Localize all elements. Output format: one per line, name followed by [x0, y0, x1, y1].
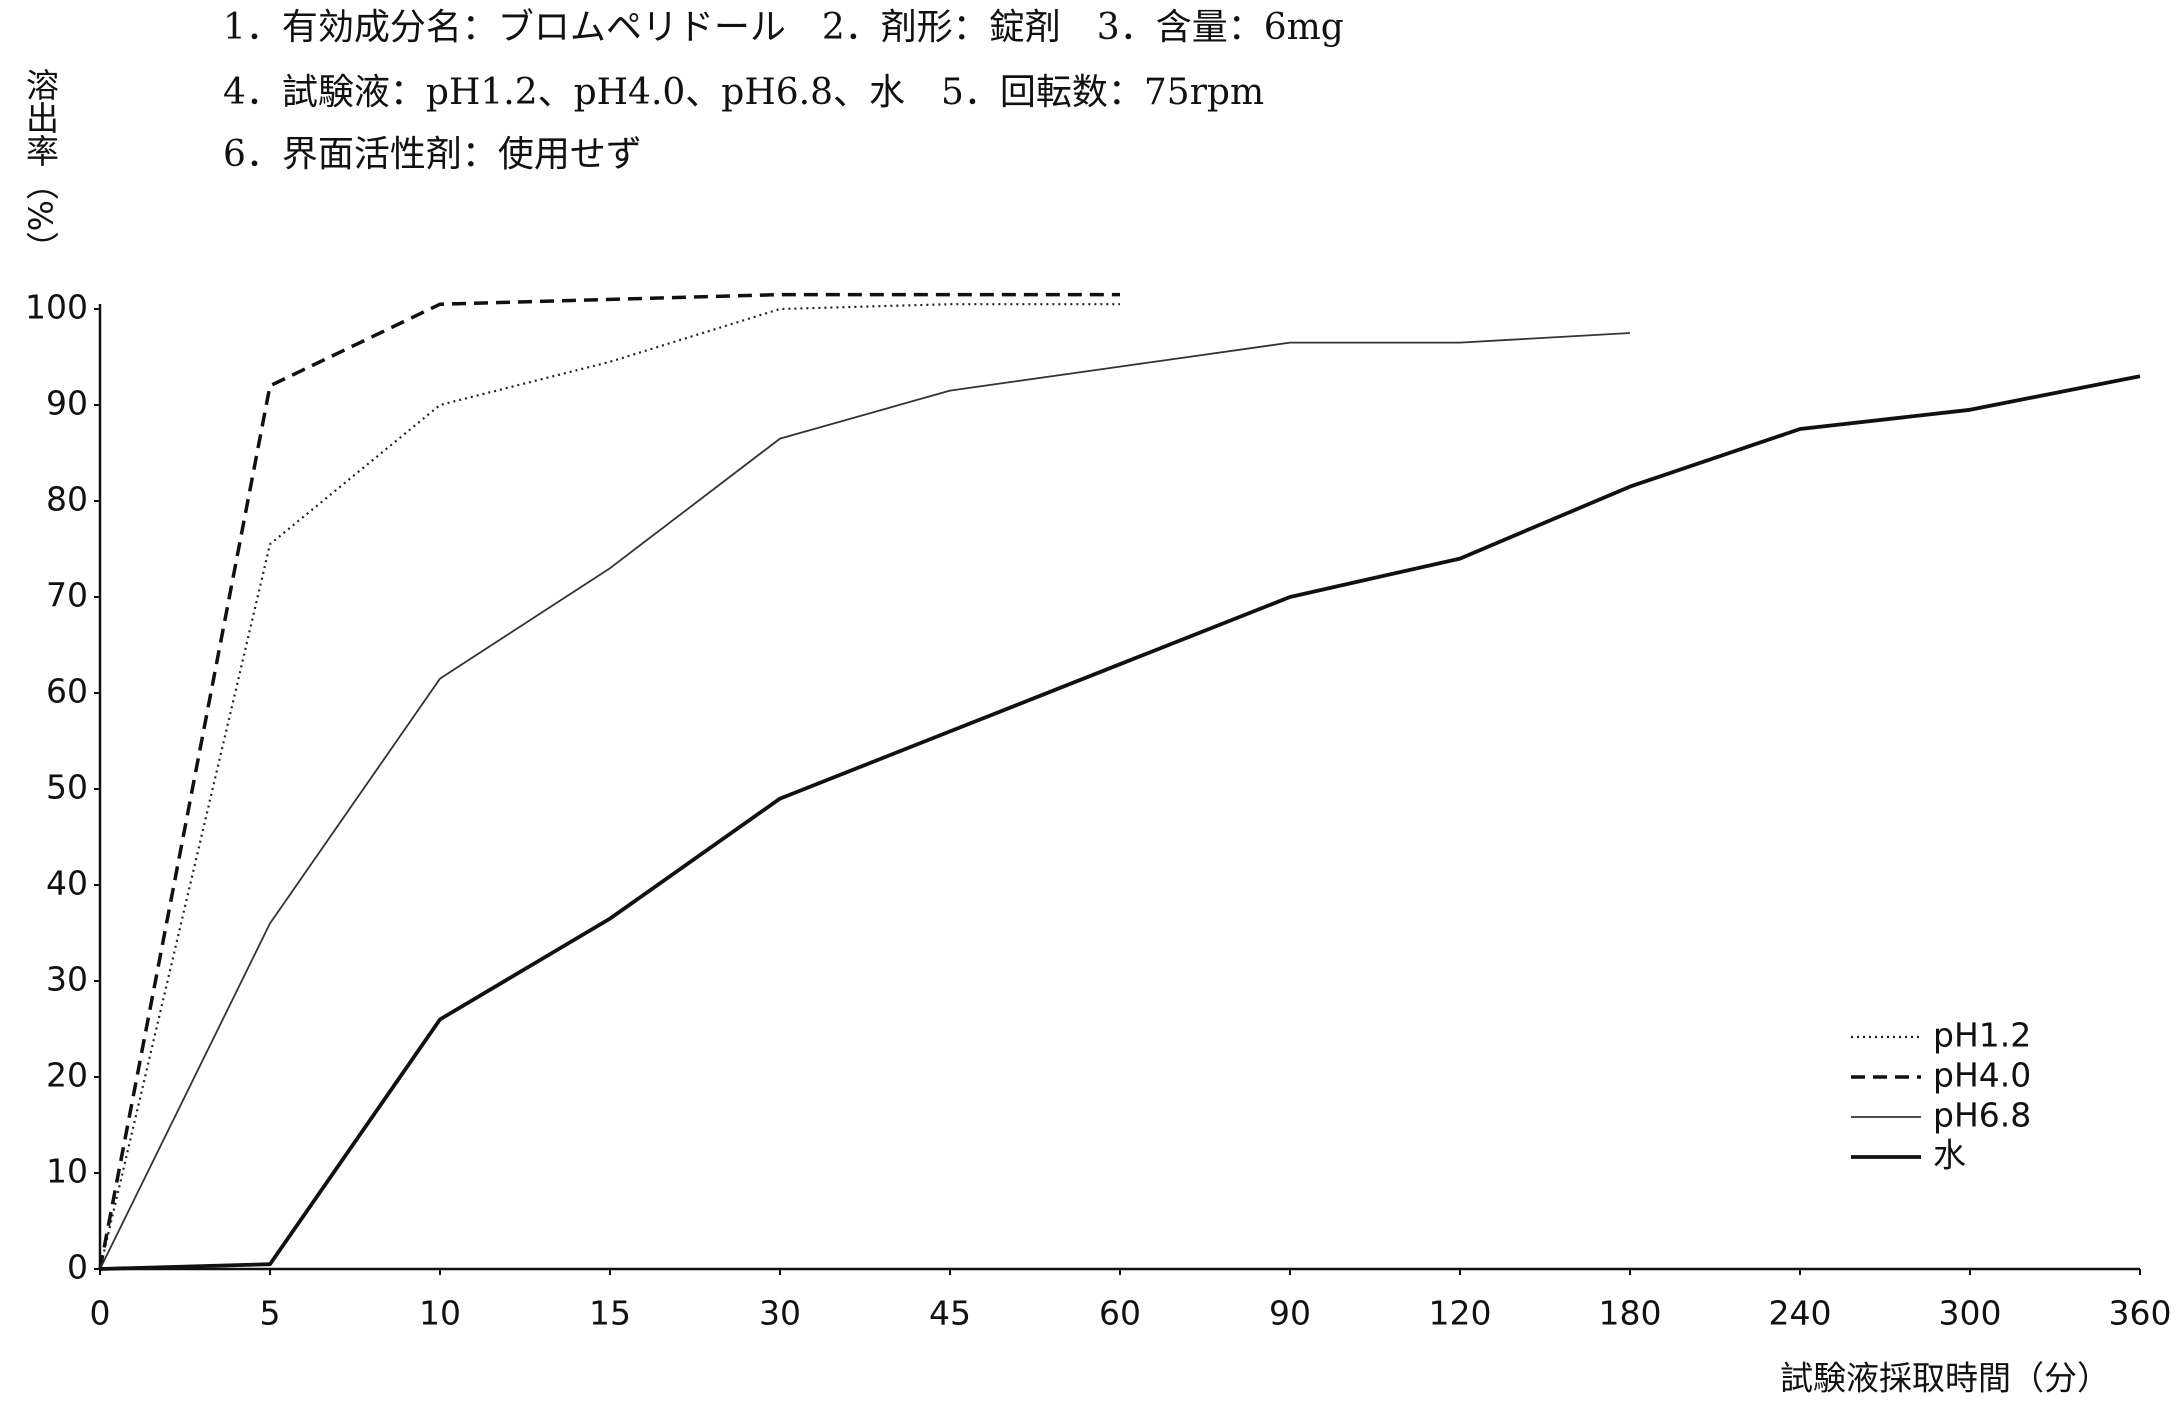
legend-label: pH1.2: [1933, 1016, 2031, 1055]
x-tick-label: 360: [2109, 1294, 2172, 1333]
series-line: [98, 303, 1120, 1270]
y-tick-label: 20: [46, 1056, 88, 1095]
x-tick-label: 45: [929, 1294, 971, 1333]
y-tick-label: 30: [46, 960, 88, 999]
x-tick-label: 240: [1769, 1294, 1832, 1333]
y-tick-label: 80: [46, 480, 88, 519]
series-line: [99, 332, 1631, 1270]
y-axis-label: 溶出率（%）: [21, 68, 60, 264]
x-tick-label: 300: [1939, 1294, 2002, 1333]
title-line: 4．試験液：pH1.2、pH4.0、pH6.8、水 5．回転数：75rpm: [223, 72, 1264, 113]
x-tick-label: 30: [759, 1294, 801, 1333]
y-tick-label: 100: [25, 288, 88, 327]
series-line: [99, 374, 2141, 1271]
y-tick-label: 90: [46, 384, 88, 423]
x-tick-label: 90: [1269, 1294, 1311, 1333]
y-tick-label: 0: [67, 1248, 88, 1287]
x-tick-label: 10: [419, 1294, 461, 1333]
x-tick-label: 15: [589, 1294, 631, 1333]
y-tick-label: 10: [46, 1152, 88, 1191]
legend-label: pH6.8: [1933, 1096, 2031, 1135]
y-tick-label: 60: [46, 672, 88, 711]
title-line: 6．界面活性剤：使用せず: [223, 134, 642, 175]
x-tick-label: 120: [1429, 1294, 1492, 1333]
x-tick-label: 0: [90, 1294, 111, 1333]
legend-label: 水: [1933, 1136, 1966, 1175]
legend-label: pH4.0: [1933, 1056, 2031, 1095]
x-tick-label: 60: [1099, 1294, 1141, 1333]
x-tick-label: 180: [1599, 1294, 1662, 1333]
title-line: 1．有効成分名：ブロムペリドール 2．剤形：錠剤 3．含量：6mg: [223, 7, 1344, 48]
y-tick-label: 40: [46, 864, 88, 903]
y-tick-label: 50: [46, 768, 88, 807]
y-tick-label: 70: [46, 576, 88, 615]
x-axis-label: 試験液採取時間（分）: [1780, 1359, 2110, 1398]
series-line: [98, 292, 1120, 1270]
x-tick-label: 5: [260, 1294, 281, 1333]
